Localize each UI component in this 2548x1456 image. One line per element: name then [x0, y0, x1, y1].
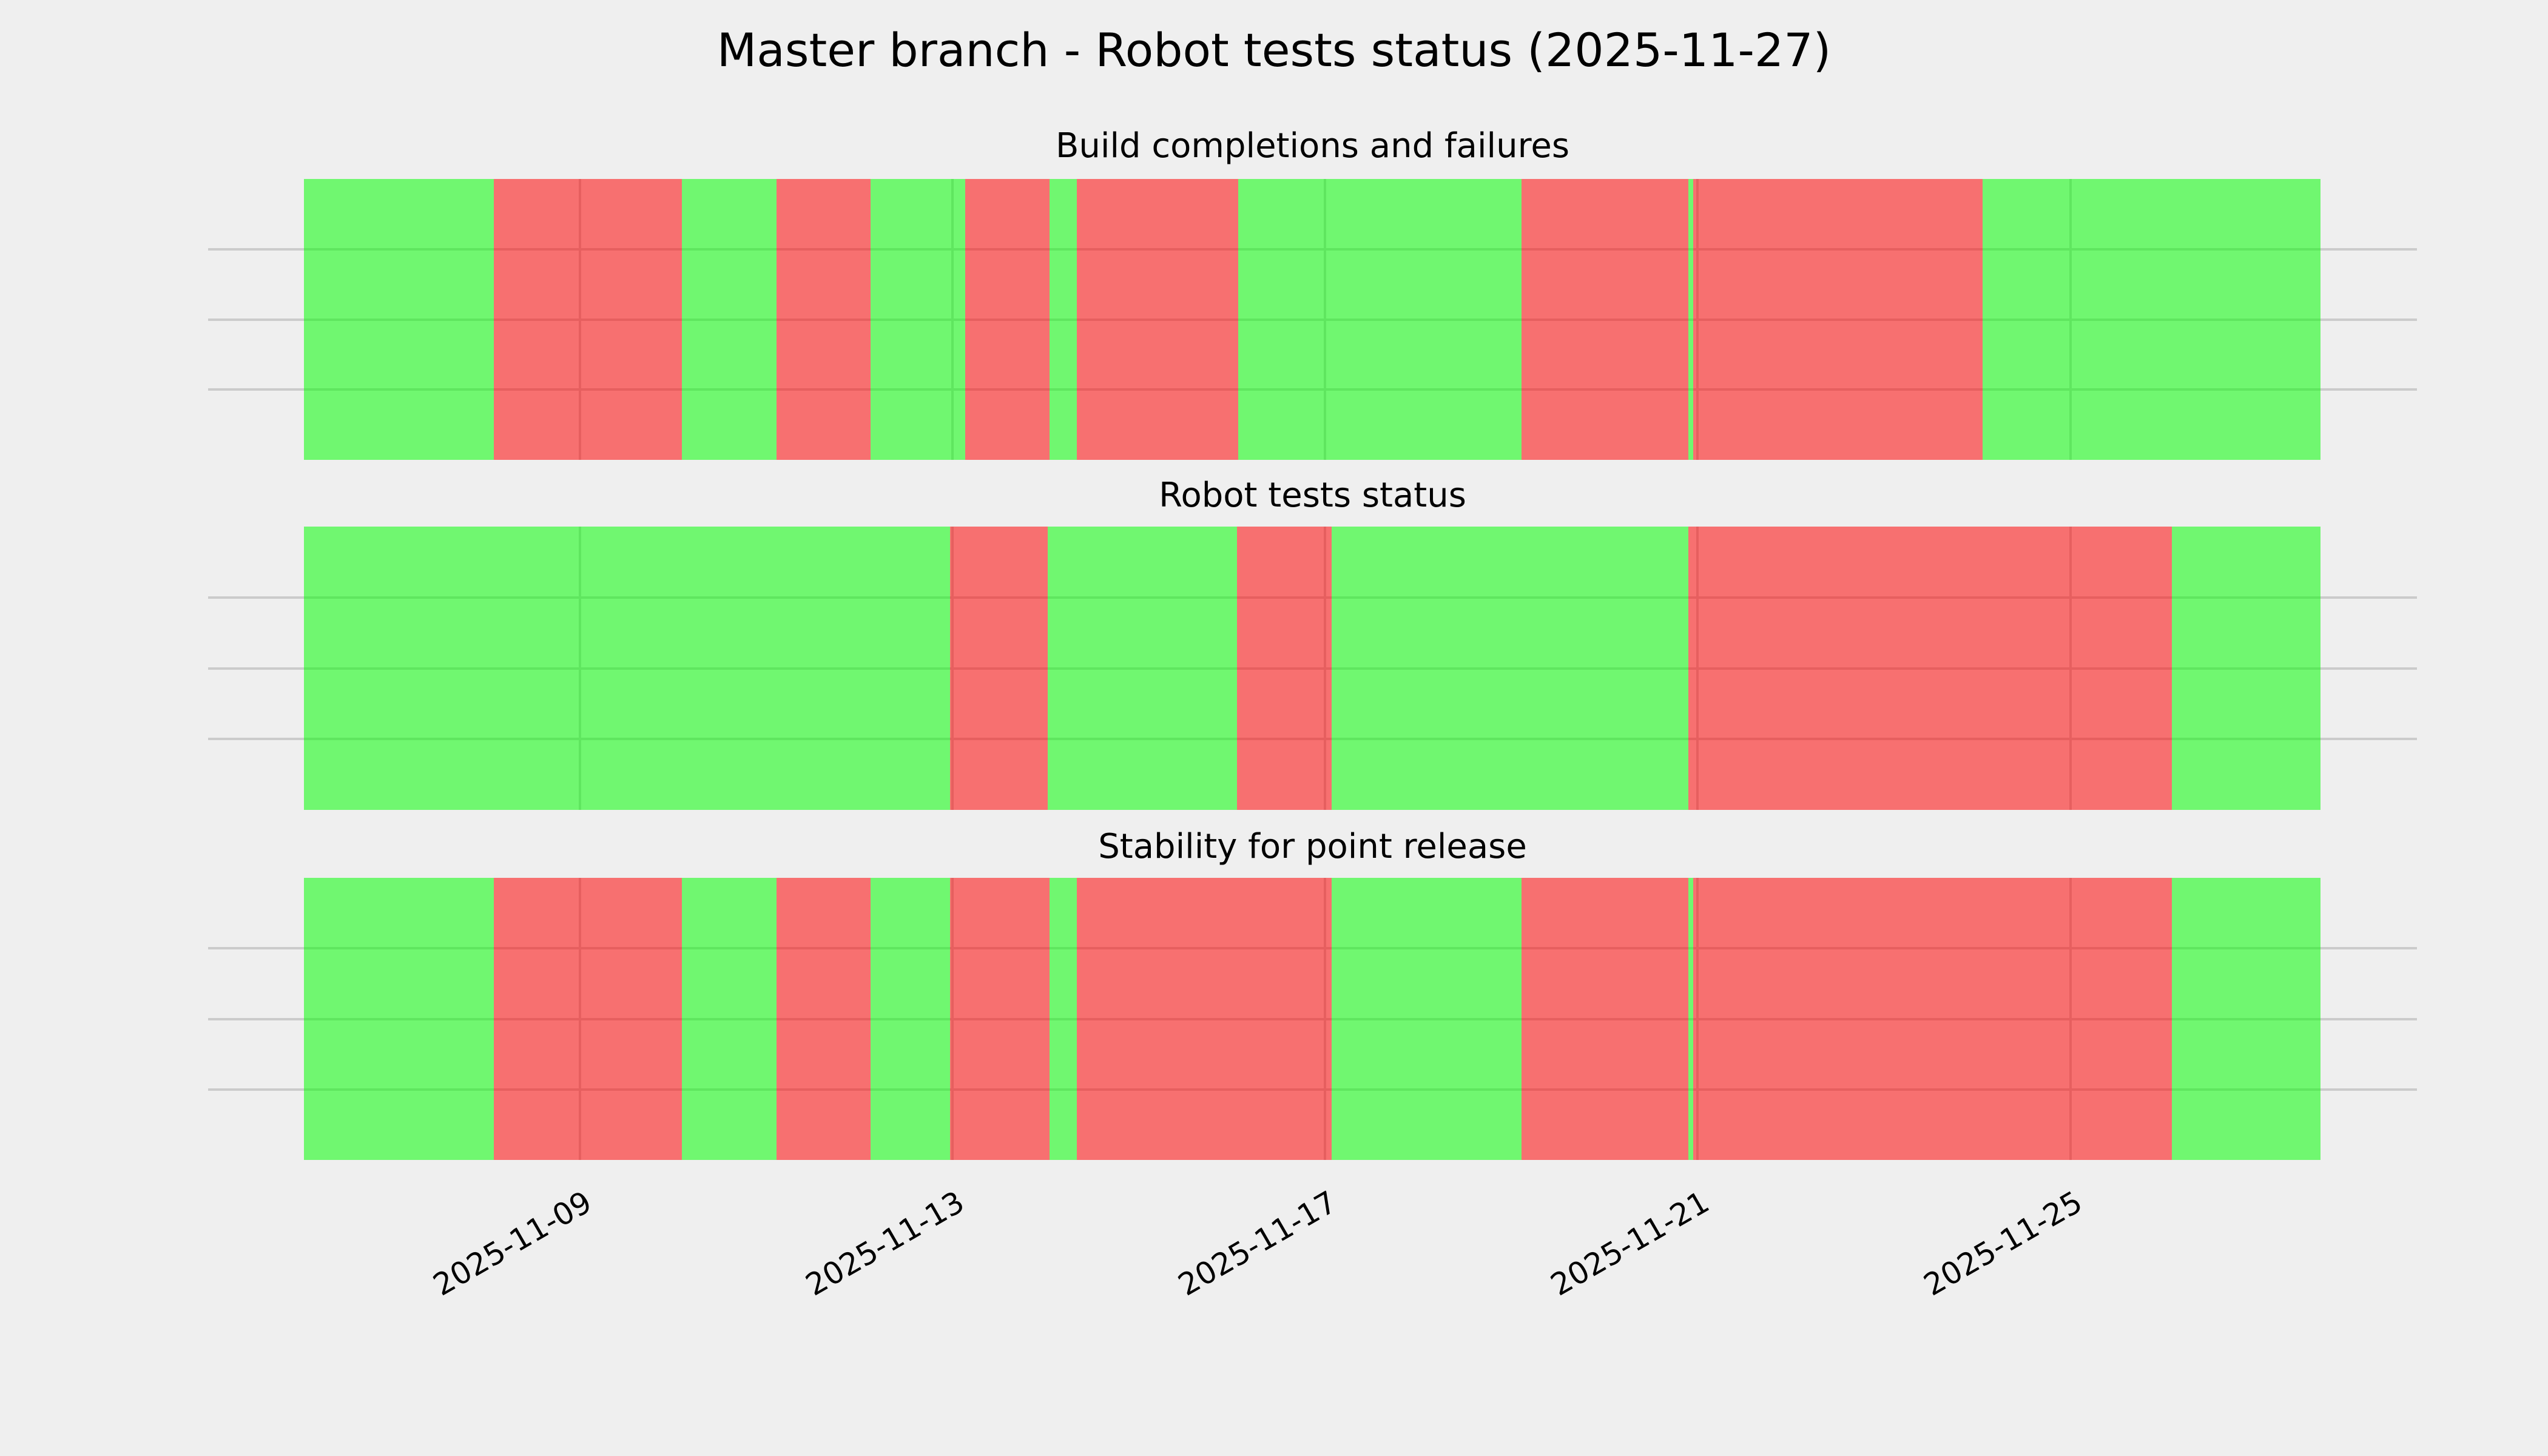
axes-2	[208, 527, 2417, 810]
status-segment-fail	[965, 179, 1050, 460]
status-segment-pass	[1688, 878, 1693, 1160]
status-segment-fail	[494, 878, 682, 1160]
status-segment-fail	[494, 179, 682, 460]
status-segment-pass	[871, 878, 950, 1160]
status-segment-pass	[304, 179, 494, 460]
status-segment-pass	[1049, 878, 1077, 1160]
status-segment-fail	[1693, 878, 2172, 1160]
x-tick-label: 2025-11-13	[800, 1184, 971, 1303]
x-tick-label: 2025-11-17	[1172, 1184, 1343, 1303]
subplot-title: Build completions and failures	[1056, 126, 1569, 166]
status-segment-pass	[681, 179, 777, 460]
status-segment-pass	[1049, 179, 1077, 460]
axes-3	[208, 878, 2417, 1160]
status-segment-pass	[304, 527, 950, 810]
x-tick-label: 2025-11-09	[427, 1184, 598, 1303]
status-segment-pass	[681, 878, 777, 1160]
x-tick-label: 2025-11-25	[1918, 1184, 2089, 1303]
status-segment-pass	[1047, 527, 1237, 810]
status-segment-fail	[1693, 179, 1983, 460]
figure-title: Master branch - Robot tests status (2025…	[716, 23, 1832, 77]
status-segment-pass	[304, 878, 494, 1160]
status-band	[304, 179, 2320, 460]
status-segment-fail	[777, 878, 871, 1160]
subplot-title: Robot tests status	[1159, 476, 1466, 515]
status-segment-fail	[1688, 527, 2172, 810]
status-segment-fail	[949, 527, 1048, 810]
status-band	[304, 527, 2320, 810]
status-segment-pass	[2171, 878, 2320, 1160]
status-segment-pass	[1688, 179, 1693, 460]
x-tick-label: 2025-11-21	[1545, 1184, 1715, 1303]
status-segment-fail	[1077, 878, 1332, 1160]
status-segment-fail	[1521, 878, 1688, 1160]
status-segment-fail	[1521, 179, 1688, 460]
status-segment-pass	[2171, 527, 2320, 810]
status-segment-pass	[1331, 527, 1688, 810]
status-segment-fail	[1236, 527, 1332, 810]
status-segment-pass	[871, 179, 965, 460]
subplot-title: Stability for point release	[1098, 827, 1527, 866]
status-segment-fail	[1077, 179, 1238, 460]
status-band	[304, 878, 2320, 1160]
status-segment-fail	[777, 179, 871, 460]
status-segment-pass	[1238, 179, 1522, 460]
axes-1	[208, 179, 2417, 460]
status-segment-fail	[949, 878, 1050, 1160]
status-segment-pass	[1331, 878, 1522, 1160]
status-segment-pass	[1982, 179, 2320, 460]
